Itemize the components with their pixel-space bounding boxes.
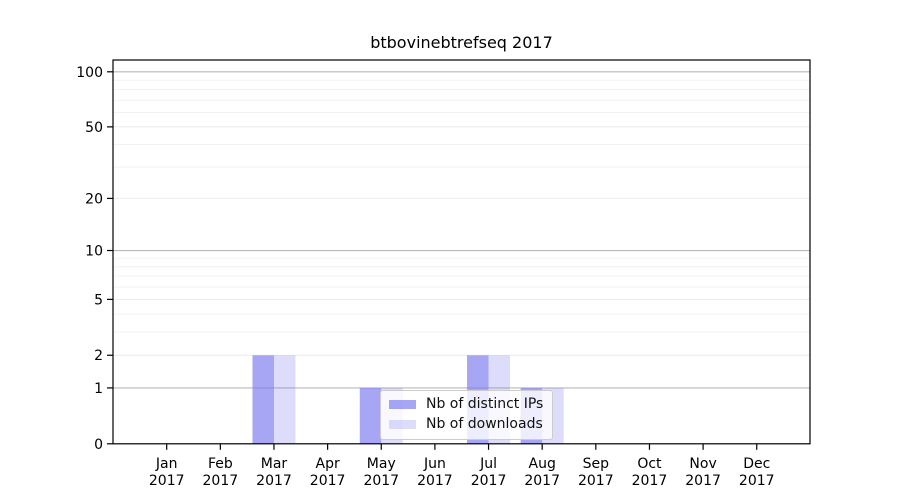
y-tick-label: 100 — [76, 65, 103, 81]
axes-frame — [112, 59, 811, 445]
y-tick-label: 1 — [94, 381, 103, 397]
legend-item-distinct-ips: Nb of distinct IPs — [389, 396, 543, 413]
legend-swatch-distinct-ips — [389, 400, 416, 409]
bar-distinct-ips-may — [359, 387, 382, 444]
legend-item-downloads: Nb of downloads — [389, 416, 543, 433]
legend-label-downloads: Nb of downloads — [426, 416, 543, 432]
y-tick-label: 0 — [94, 437, 103, 453]
x-tick-label: Mar 2017 — [256, 456, 292, 489]
chart-title: btbovinebtrefseq 2017 — [370, 33, 553, 52]
legend-label-distinct-ips: Nb of distinct IPs — [426, 396, 544, 412]
x-tick-label: May 2017 — [363, 456, 399, 489]
y-tick-label: 2 — [94, 348, 103, 364]
legend: Nb of distinct IPs Nb of downloads — [380, 390, 554, 440]
bar-distinct-ips-mar — [252, 355, 274, 444]
y-tick-label: 5 — [94, 292, 103, 308]
x-tick-label: Jul 2017 — [471, 456, 507, 489]
x-tick-label: Nov 2017 — [685, 456, 721, 489]
x-tick-label: Jun 2017 — [417, 456, 453, 489]
x-tick-label: Oct 2017 — [632, 456, 668, 489]
legend-swatch-downloads — [389, 420, 416, 429]
x-tick-label: Apr 2017 — [310, 456, 346, 489]
x-tick-label: Aug 2017 — [524, 456, 560, 489]
y-tick-label: 10 — [85, 244, 103, 260]
x-tick-label: Sep 2017 — [578, 456, 614, 489]
bar-downloads-mar — [273, 355, 296, 444]
y-tick-label: 20 — [85, 191, 103, 207]
x-tick-label: Dec 2017 — [739, 456, 775, 489]
x-tick-label: Feb 2017 — [203, 456, 239, 489]
y-tick-label: 50 — [85, 120, 103, 136]
x-tick-label: Jan 2017 — [149, 456, 185, 489]
